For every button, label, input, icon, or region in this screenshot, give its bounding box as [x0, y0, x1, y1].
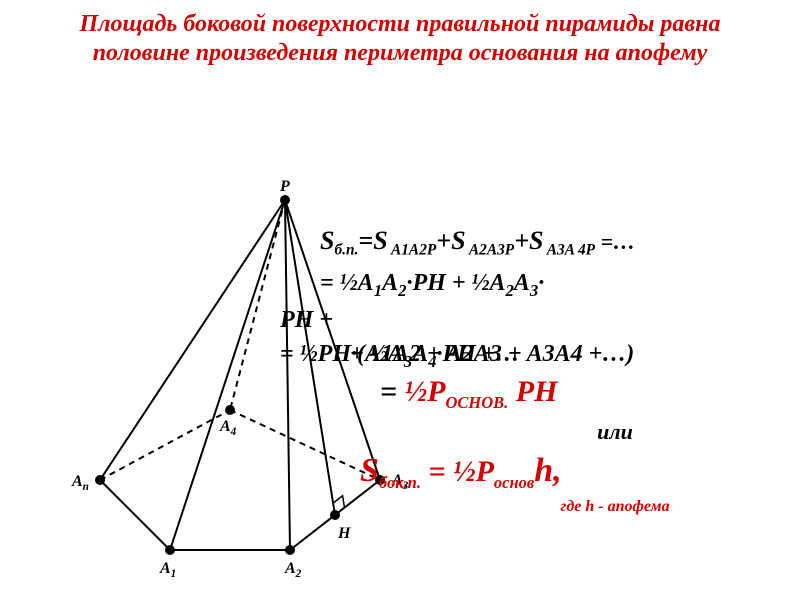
formula-block: Sб.п.=S A1A2P+S A2A3P+S A3A 4P =… = ½A1A…: [320, 225, 790, 521]
t: +S: [436, 226, 465, 255]
t: S: [320, 226, 334, 255]
formula-line-6: Sбок.п. = ½Pосновh,: [360, 450, 790, 494]
t: A2A3P: [466, 241, 515, 258]
t: 1: [374, 280, 382, 299]
vertex-label-A1: A1: [160, 560, 176, 580]
formula-line-2b: PH +: [280, 305, 790, 335]
t: =S: [358, 226, 387, 255]
formula-line-4: = ½PОСНОВ. PH: [380, 373, 790, 414]
formula-line-7: где h - апофема: [440, 497, 790, 517]
t: = ½PH·(A1A2 + A2A3 + A3A4 +…): [280, 341, 634, 367]
formula-line-5: или: [440, 418, 790, 446]
t: ·PH + ½A: [406, 270, 505, 296]
t: ½P: [405, 375, 446, 408]
formula-line-2: = ½A1A2·PH + ½A2A3·: [320, 268, 790, 302]
t: A: [382, 270, 398, 296]
formula-line-3: + ½A3A4·PH +… = ½PH·(A1A2 + A2A3 + A3A4 …: [280, 339, 790, 369]
t: PH: [508, 375, 557, 408]
t: б.п.: [334, 241, 358, 258]
t: 2: [506, 280, 514, 299]
t: =…: [595, 229, 635, 254]
t: бок.п.: [379, 473, 421, 492]
t: = ½P: [421, 455, 494, 488]
t: ·: [538, 270, 544, 296]
t: основ: [494, 473, 534, 492]
vertex-label-H: H: [338, 525, 350, 543]
vertex-label-A4: A4: [220, 418, 236, 438]
t: =: [380, 375, 405, 408]
t: S: [360, 452, 379, 489]
t: h,: [534, 452, 561, 489]
t: +S: [514, 226, 543, 255]
formula-line-1: Sб.п.=S A1A2P+S A2A3P+S A3A 4P =…: [320, 225, 790, 260]
slide-title: Площадь боковой поверхности правильной п…: [0, 0, 800, 68]
t: ОСНОВ.: [445, 393, 508, 412]
t: A: [514, 270, 530, 296]
t: A1A2P: [388, 241, 437, 258]
t: PH +: [280, 307, 333, 333]
t: A3A 4P: [543, 241, 595, 258]
vertex-label-An: An: [72, 473, 89, 493]
vertex-label-P: P: [280, 178, 290, 196]
t: = ½A: [320, 270, 374, 296]
vertex-label-A2: A2: [285, 560, 301, 580]
